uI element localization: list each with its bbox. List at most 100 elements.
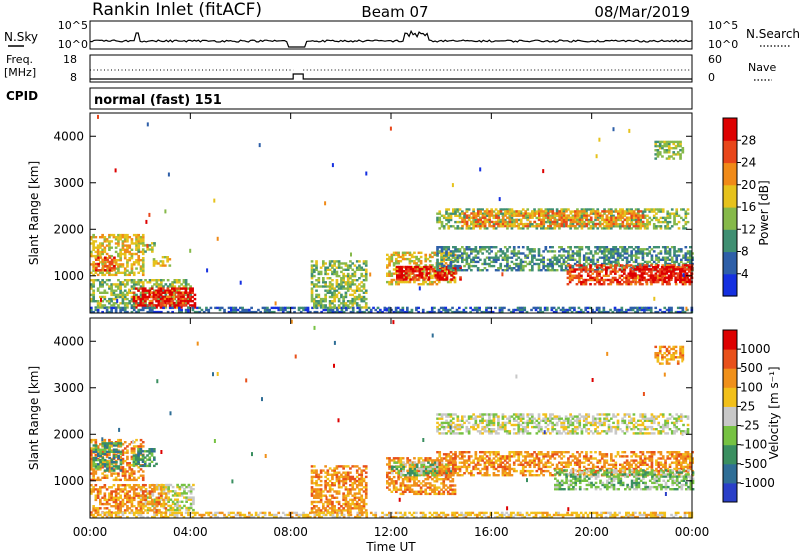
heatmap-cell xyxy=(186,300,190,303)
heatmap-cell xyxy=(625,262,629,266)
heatmap-cell xyxy=(621,220,625,224)
heatmap-cell xyxy=(401,253,405,257)
heatmap-cell xyxy=(114,293,118,297)
heatmap-cell xyxy=(148,279,152,282)
heatmap-cell xyxy=(92,289,95,292)
heatmap-cell xyxy=(663,278,666,281)
heatmap-cell xyxy=(117,472,120,475)
heatmap-cell xyxy=(674,268,678,271)
heatmap-cell xyxy=(675,256,679,259)
heatmap-cell xyxy=(110,293,113,297)
heatmap-cell xyxy=(508,224,512,228)
heatmap-cell xyxy=(646,262,649,266)
heatmap-cell xyxy=(178,306,181,310)
heatmap-cell xyxy=(92,444,96,447)
heatmap-cell xyxy=(683,270,687,273)
heatmap-cell xyxy=(130,457,134,461)
heatmap-cell xyxy=(587,256,591,259)
heatmap-cell xyxy=(397,262,400,265)
heatmap-cell xyxy=(114,250,118,254)
heatmap-cell xyxy=(425,274,429,277)
heatmap-cell xyxy=(433,251,437,254)
heatmap-cell xyxy=(479,212,482,215)
heatmap-cell xyxy=(490,260,493,264)
heatmap-cell xyxy=(148,308,152,312)
heatmap-cell xyxy=(108,306,111,309)
heatmap-cell xyxy=(627,272,631,275)
heatmap-cell xyxy=(169,490,173,493)
heatmap-cell xyxy=(132,302,136,305)
heatmap-cell xyxy=(130,265,134,268)
heatmap-cell xyxy=(442,255,446,259)
heatmap-cell xyxy=(92,461,96,464)
heatmap-cell xyxy=(337,291,341,294)
heatmap-cell xyxy=(551,222,555,226)
heatmap-cell xyxy=(573,262,577,266)
freq-trace xyxy=(90,73,692,80)
heatmap-cell xyxy=(281,310,285,314)
heatmap-cell xyxy=(483,258,487,261)
heatmap-cell xyxy=(485,246,489,249)
heatmap-cell xyxy=(132,283,136,286)
heatmap-cell xyxy=(112,273,116,277)
heatmap-cell xyxy=(123,257,127,260)
heatmap-cell xyxy=(465,214,469,217)
heatmap-cell xyxy=(544,212,548,215)
heatmap-cell xyxy=(661,258,665,261)
heatmap-cell xyxy=(515,252,518,255)
heatmap-cell xyxy=(658,140,662,144)
heatmap-cell xyxy=(686,276,689,280)
heatmap-cell xyxy=(189,304,192,307)
heatmap-cell xyxy=(498,197,501,202)
heatmap-cell xyxy=(503,252,507,255)
heatmap-cell xyxy=(126,464,129,467)
heatmap-cell xyxy=(654,278,657,281)
heatmap-cell xyxy=(132,456,136,459)
heatmap-cell xyxy=(110,310,113,314)
heatmap-cell xyxy=(637,214,640,217)
heatmap-cell xyxy=(119,248,122,251)
heatmap-cell xyxy=(485,310,488,314)
heatmap-cell xyxy=(533,224,537,228)
heatmap-cell xyxy=(650,248,654,251)
heatmap-cell xyxy=(675,254,679,257)
heatmap-cell xyxy=(364,264,368,267)
heatmap-cell xyxy=(141,248,145,251)
heatmap-cell xyxy=(541,310,545,314)
heatmap-cell xyxy=(328,300,332,303)
heatmap-cell xyxy=(440,250,444,253)
heatmap-cell xyxy=(574,210,577,213)
heatmap-cell xyxy=(639,252,642,255)
heatmap-cell xyxy=(413,255,416,259)
heatmap-cell xyxy=(117,293,120,297)
heatmap-cell xyxy=(631,274,635,277)
heatmap-cell xyxy=(603,250,606,253)
heatmap-cell xyxy=(556,224,559,228)
heatmap-cell xyxy=(110,467,114,470)
heatmap-cell xyxy=(560,256,563,259)
heatmap-cell xyxy=(460,310,463,314)
heatmap-cell xyxy=(585,216,589,219)
heatmap-cell xyxy=(667,144,671,148)
heatmap-cell xyxy=(643,306,646,310)
heatmap-cell xyxy=(364,272,368,276)
heatmap-cell xyxy=(542,267,545,270)
heatmap-cell xyxy=(117,454,120,458)
heatmap-cell xyxy=(517,214,521,217)
heatmap-cell xyxy=(676,268,680,271)
heatmap-cell xyxy=(358,297,361,301)
heatmap-cell xyxy=(614,248,618,251)
heatmap-cell xyxy=(529,216,532,219)
heatmap-cell xyxy=(106,467,109,470)
heatmap-cell xyxy=(94,507,98,510)
heatmap-cell xyxy=(121,451,125,454)
heatmap-cell xyxy=(114,464,118,467)
heatmap-cell xyxy=(137,283,141,286)
heatmap-cell xyxy=(163,299,167,303)
colorbar-tick-label: 4 xyxy=(741,267,749,281)
heatmap-cell xyxy=(564,269,568,272)
heatmap-cell xyxy=(266,306,269,310)
heatmap-cell xyxy=(562,214,566,217)
heatmap-cell xyxy=(338,310,341,314)
heatmap-cell xyxy=(561,308,565,312)
